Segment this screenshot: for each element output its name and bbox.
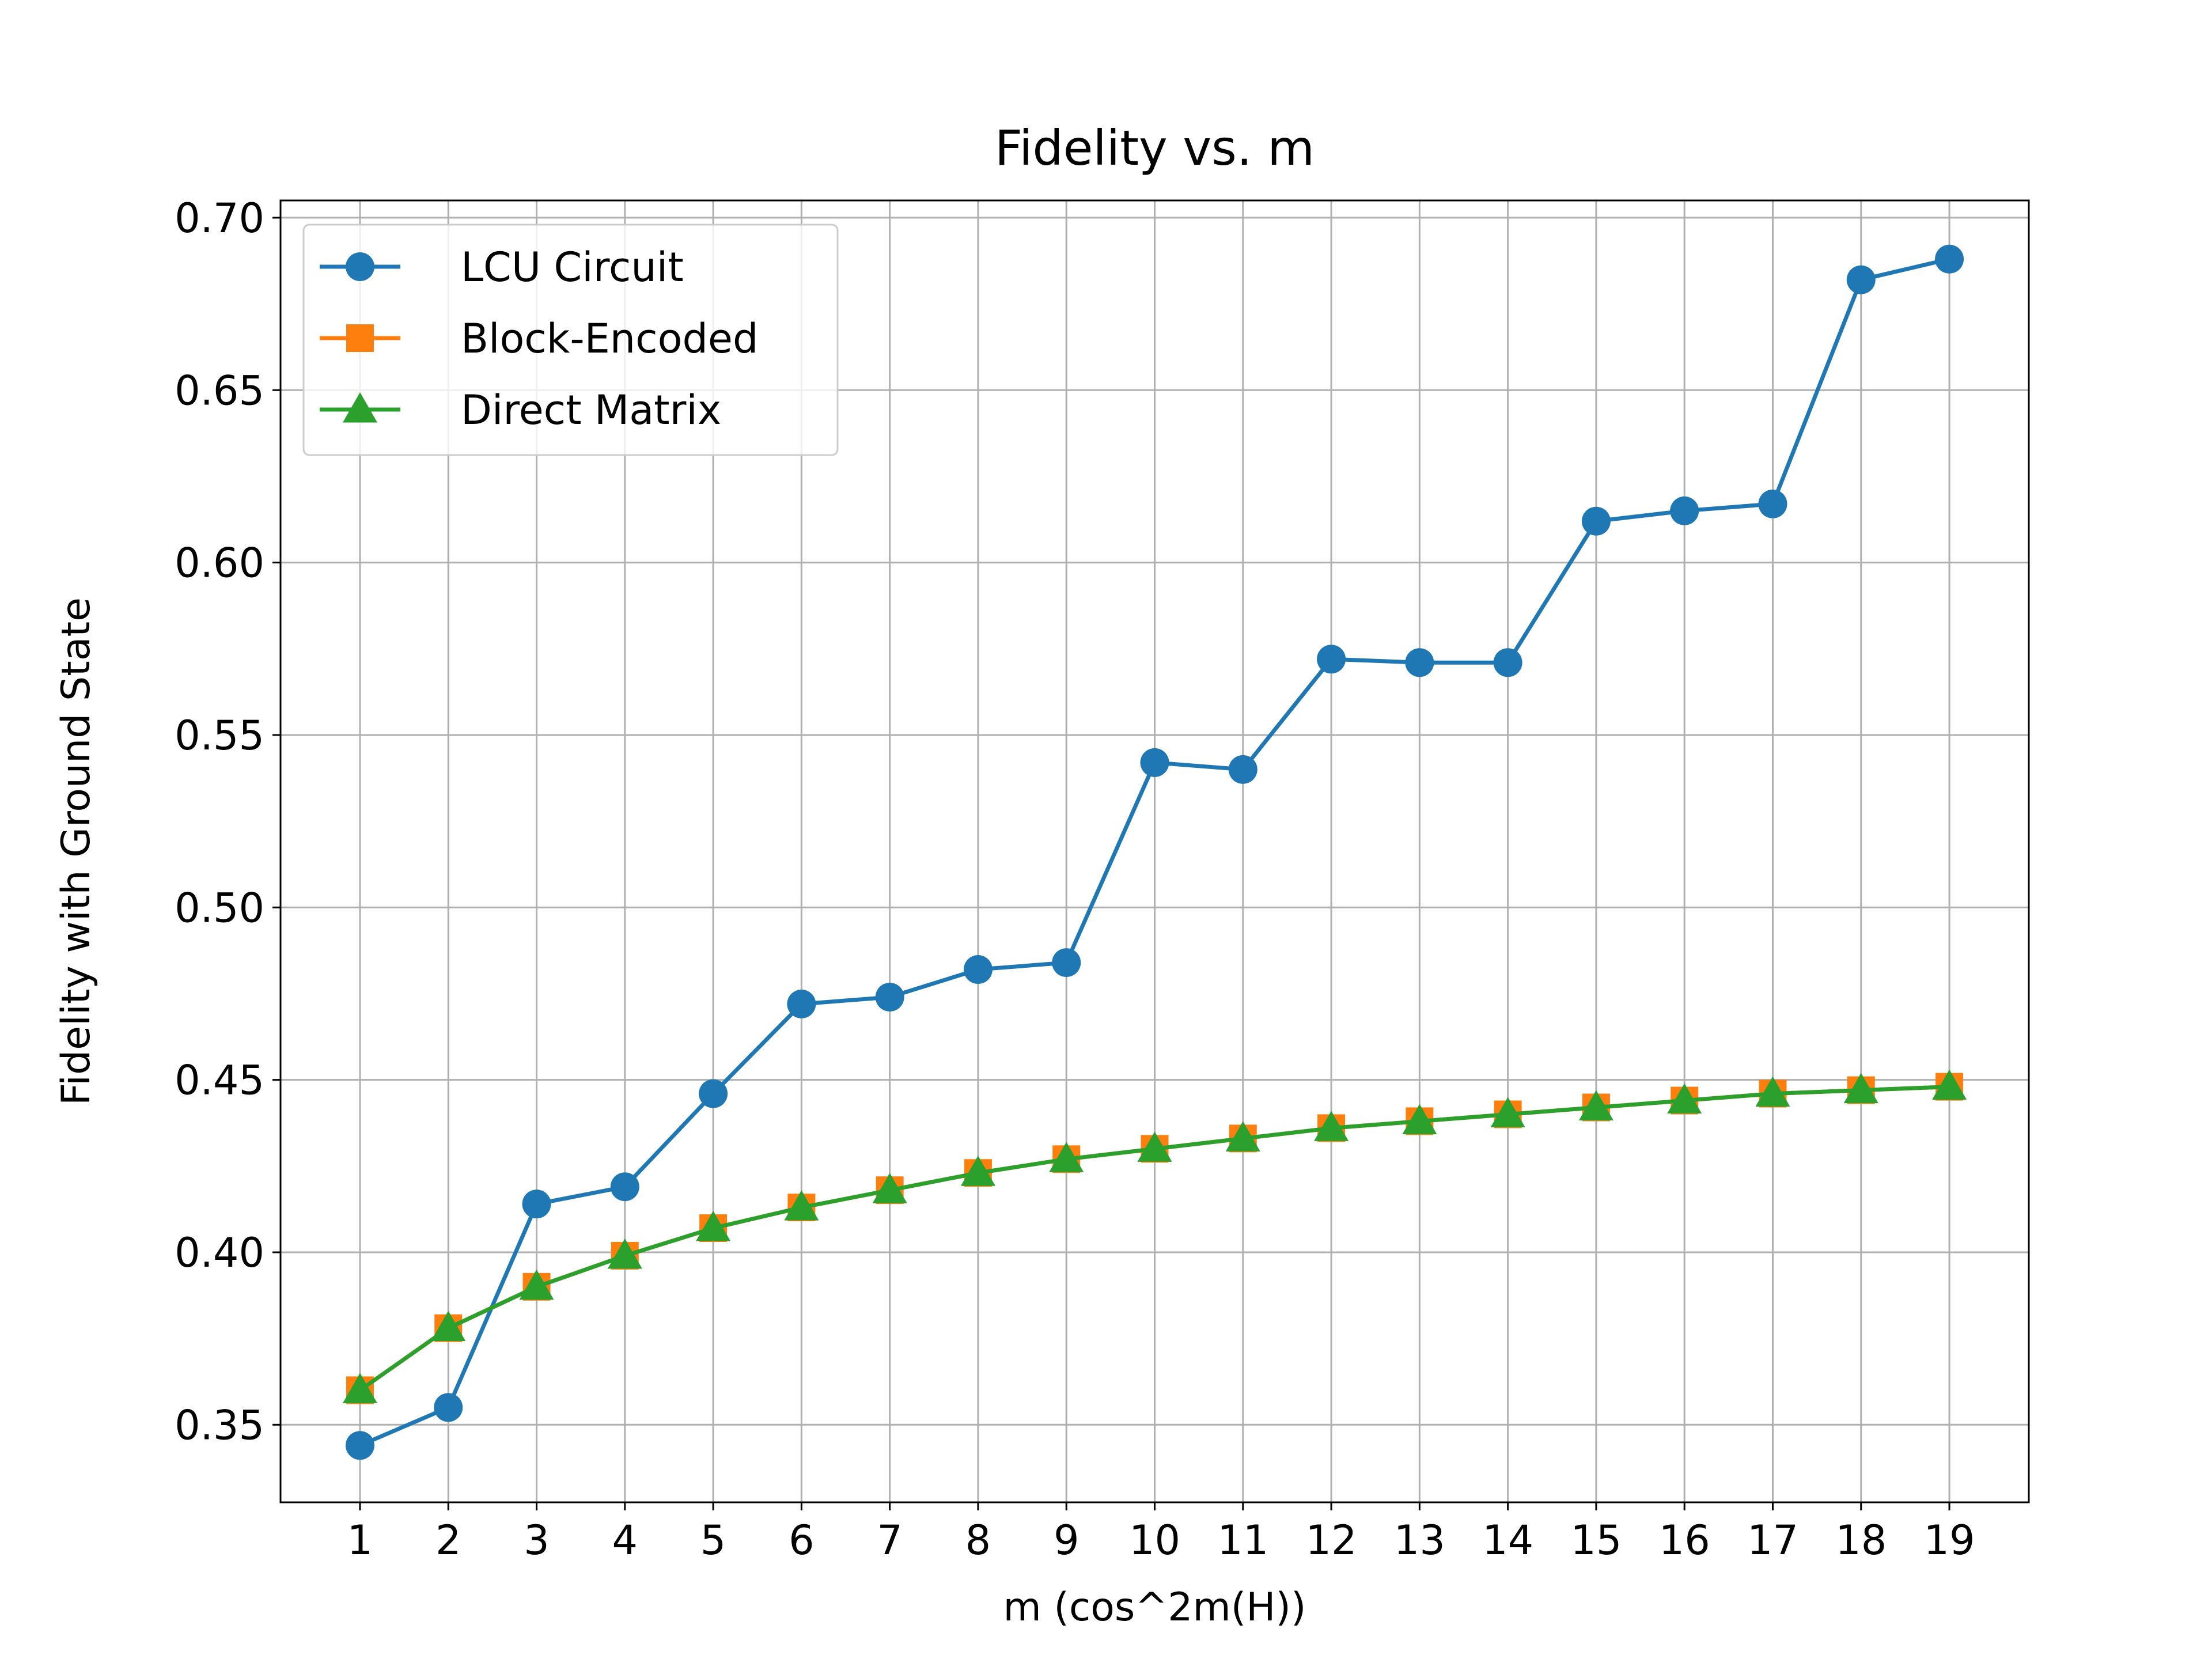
legend-marker <box>346 324 374 352</box>
data-point <box>872 1173 907 1203</box>
data-point <box>1317 645 1346 674</box>
legend-item: Direct Matrix <box>320 387 721 434</box>
data-point <box>699 1079 728 1108</box>
y-tick-label: 0.70 <box>175 195 264 242</box>
legend-label: Direct Matrix <box>461 387 721 434</box>
data-point <box>1314 1111 1349 1141</box>
data-point <box>1932 1069 1967 1100</box>
y-tick-label: 0.50 <box>175 884 264 931</box>
y-tick-label: 0.60 <box>175 540 264 587</box>
x-tick-label: 2 <box>435 1517 461 1564</box>
x-tick-label: 7 <box>877 1517 903 1564</box>
data-point <box>696 1211 731 1241</box>
data-point <box>1490 1097 1525 1127</box>
data-point <box>1402 1104 1437 1134</box>
y-tick-label: 0.65 <box>175 367 264 414</box>
x-tick-label: 19 <box>1924 1517 1975 1564</box>
data-point <box>1670 496 1699 525</box>
data-point <box>1225 1121 1260 1152</box>
data-point <box>342 1373 377 1403</box>
chart-title: Fidelity vs. m <box>995 120 1315 176</box>
x-tick-label: 18 <box>1835 1517 1887 1564</box>
series-lines <box>342 244 1967 1460</box>
x-tick-label: 14 <box>1482 1517 1533 1564</box>
x-tick-label: 6 <box>789 1517 815 1564</box>
legend-label: LCU Circuit <box>461 244 684 291</box>
x-tick-label: 9 <box>1054 1517 1080 1564</box>
data-point <box>431 1310 466 1342</box>
y-tick-label: 0.40 <box>175 1229 264 1277</box>
data-point <box>1578 1090 1613 1121</box>
data-point <box>1755 1076 1790 1107</box>
data-point <box>1493 648 1522 677</box>
x-tick-label: 13 <box>1394 1517 1445 1564</box>
legend-marker <box>343 392 377 423</box>
data-point <box>522 1190 551 1219</box>
y-tick-label: 0.35 <box>175 1402 264 1449</box>
y-tick-label: 0.45 <box>175 1057 264 1104</box>
x-tick-label: 15 <box>1570 1517 1622 1564</box>
data-point <box>1846 265 1876 294</box>
data-point <box>519 1269 554 1300</box>
series-lcu-circuit <box>345 244 1964 1460</box>
legend-label: Block-Encoded <box>461 315 758 362</box>
x-tick-label: 8 <box>965 1517 991 1564</box>
x-tick-label: 1 <box>347 1517 373 1564</box>
data-point <box>1049 1142 1084 1172</box>
data-point <box>1405 648 1434 677</box>
data-point <box>434 1393 463 1422</box>
x-tick-label: 11 <box>1217 1517 1268 1564</box>
data-point <box>610 1172 639 1202</box>
x-tick-label: 10 <box>1129 1517 1180 1564</box>
data-point <box>1843 1073 1878 1104</box>
legend-box <box>302 224 839 456</box>
data-point <box>1137 1131 1172 1162</box>
y-tick-label: 0.55 <box>175 712 264 759</box>
data-point <box>1581 506 1611 536</box>
legend: LCU Circuit Block-Encoded Direct Matrix <box>302 224 839 456</box>
series-direct-matrix <box>342 1069 1967 1403</box>
data-point <box>607 1238 642 1269</box>
x-tick-label: 16 <box>1659 1517 1710 1564</box>
x-tick-label: 4 <box>612 1517 638 1564</box>
x-tick-label: 12 <box>1306 1517 1357 1564</box>
data-point <box>1935 244 1964 274</box>
x-tick-label: 3 <box>524 1517 550 1564</box>
x-tick-label: 17 <box>1747 1517 1798 1564</box>
y-axis-label: Fidelity with Ground State <box>54 597 99 1105</box>
x-axis-label: m (cos^2m(H)) <box>1003 1585 1306 1630</box>
data-point <box>963 955 993 984</box>
data-point <box>1140 748 1169 777</box>
data-point <box>875 982 904 1012</box>
data-point <box>1228 755 1257 784</box>
data-point <box>784 1190 819 1221</box>
data-point <box>1758 489 1787 518</box>
data-point <box>960 1156 995 1186</box>
legend-item: Block-Encoded <box>320 315 758 362</box>
data-point <box>345 1431 374 1460</box>
legend-marker <box>346 252 374 281</box>
data-point <box>787 989 816 1018</box>
legend-item: LCU Circuit <box>320 244 684 291</box>
axis-ticks: 1 2 3 4 5 6 7 8 9 10 11 12 13 14 15 16 17 18 190.350.400.4… <box>175 195 1975 1564</box>
data-point <box>1667 1083 1702 1114</box>
data-point <box>1052 948 1081 978</box>
x-tick-label: 5 <box>700 1517 726 1564</box>
